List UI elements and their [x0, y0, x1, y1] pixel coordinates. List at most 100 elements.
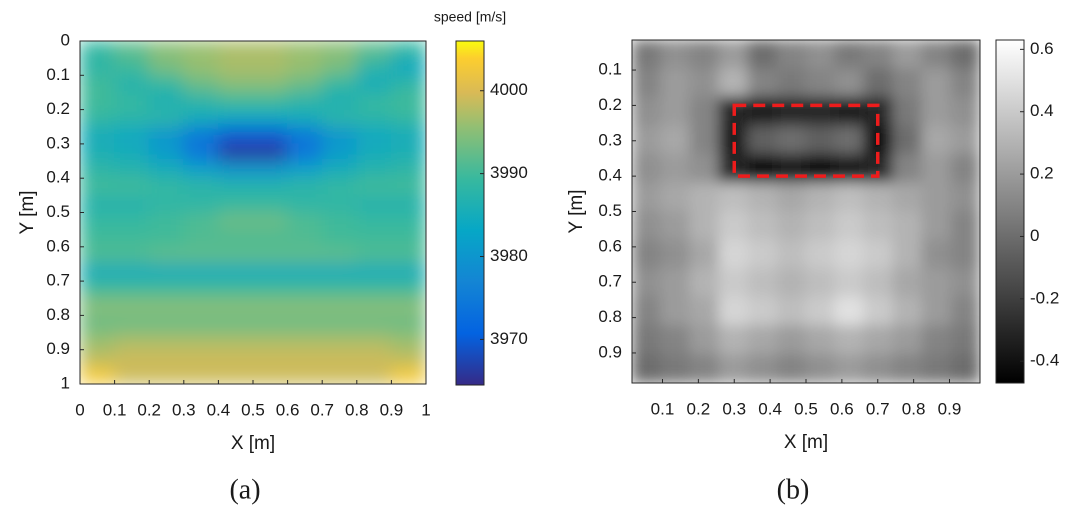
heatmap-cell: [148, 91, 185, 111]
heatmap-cell: [950, 353, 980, 383]
heatmap-cell: [776, 211, 807, 241]
heatmap-cell: [356, 57, 392, 76]
colorbar-tick-label: 0: [1030, 226, 1039, 245]
heatmap-cell: [148, 366, 185, 384]
heatmap-cell: [80, 143, 116, 162]
annotation-box: [732, 103, 880, 178]
heatmap-cell: [632, 211, 662, 241]
heatmap-cell: [252, 126, 289, 145]
heatmap-cell: [287, 246, 323, 265]
heatmap-cell: [632, 125, 662, 155]
heatmap-cell: [321, 194, 358, 213]
heatmap-cell: [80, 74, 116, 93]
heatmap-cell: [660, 153, 691, 184]
heatmap-cell: [689, 125, 720, 155]
heatmap-cell: [632, 153, 662, 184]
heatmap-cell: [321, 177, 358, 196]
heatmap-cell: [390, 41, 426, 59]
heatmap-cell: [805, 211, 836, 241]
heatmap-cell: [632, 96, 662, 127]
heatmap-cell: [747, 268, 778, 298]
heatmap-cell: [183, 366, 219, 384]
heatmap-cell: [892, 296, 923, 327]
heatmap-cell: [252, 109, 289, 128]
heatmap-cell: [805, 296, 836, 327]
heatmap-cell: [80, 126, 116, 145]
heatmap-cell: [921, 211, 952, 241]
heatmap-cell: [892, 153, 923, 184]
heatmap-cell: [114, 194, 150, 213]
heatmap-cell: [80, 246, 116, 265]
x-tick-label: 0.2: [137, 400, 161, 419]
heatmap-cell: [892, 211, 923, 241]
heatmap-cell: [321, 349, 358, 368]
heatmap-cell: [776, 325, 807, 355]
heatmap-cell: [148, 74, 185, 93]
heatmap-cell: [834, 325, 865, 355]
heatmap-cell: [80, 160, 116, 179]
heatmap-cell: [80, 332, 116, 351]
heatmap-cell: [863, 68, 894, 98]
heatmap-cell: [148, 194, 185, 213]
y-tick-label: 0.5: [46, 202, 70, 221]
heatmap-cell: [80, 314, 116, 334]
heatmap-cell: [805, 182, 836, 212]
heatmap-cell: [321, 229, 358, 248]
y-tick-label: 0.8: [598, 307, 622, 326]
y-tick-label: 0.2: [46, 99, 70, 118]
heatmap-cell: [718, 296, 749, 327]
heatmap-cell: [217, 91, 254, 111]
heatmap-cell: [921, 296, 952, 327]
heatmap-cell: [114, 212, 150, 231]
heatmap-cell: [287, 57, 323, 76]
heatmap-cell: [390, 109, 426, 128]
heatmap-cell: [217, 314, 254, 334]
heatmap-cell: [252, 41, 289, 59]
heatmap-cell: [356, 109, 392, 128]
heatmap-cell: [776, 239, 807, 270]
heatmap-cell: [390, 57, 426, 76]
heatmap-cell: [356, 177, 392, 196]
x-tick-label: 0.8: [345, 400, 369, 419]
heatmap-cell: [217, 160, 254, 179]
x-tick-label: 1: [421, 400, 430, 419]
heatmap-cell: [921, 239, 952, 270]
heatmap-cell: [148, 280, 185, 299]
heatmap-cell: [632, 325, 662, 355]
heatmap-cell: [252, 297, 289, 316]
heatmap-cell: [217, 109, 254, 128]
heatmap-cell: [114, 366, 150, 384]
heatmap-cell: [718, 40, 749, 70]
heatmap-cell: [287, 280, 323, 299]
heatmap-cell: [217, 263, 254, 282]
heatmap-cell: [321, 246, 358, 265]
heatmap-cell: [390, 297, 426, 316]
y-tick-label: 0.1: [46, 65, 70, 84]
heatmap-cell: [718, 325, 749, 355]
heatmap-cell: [921, 68, 952, 98]
heatmap-cell: [80, 212, 116, 231]
heatmap-cell: [252, 229, 289, 248]
heatmap-cell: [114, 74, 150, 93]
heatmap-cell: [863, 211, 894, 241]
heatmap-cell: [718, 353, 749, 383]
x-tick-label: 0.7: [310, 400, 334, 419]
heatmap-cell: [114, 229, 150, 248]
heatmap-cell: [183, 212, 219, 231]
heatmap-cell: [183, 160, 219, 179]
x-tick-label: 0.6: [830, 399, 854, 418]
heatmap-cell: [252, 212, 289, 231]
x-tick-label: 0.5: [241, 400, 265, 419]
heatmap-cell: [356, 229, 392, 248]
heatmap-cell: [252, 74, 289, 93]
colorbar-tick-label: 3990: [490, 163, 528, 182]
heatmap-cell: [321, 332, 358, 351]
heatmap-cell: [148, 332, 185, 351]
heatmap-cell: [834, 296, 865, 327]
y-tick-label: 0.8: [46, 305, 70, 324]
heatmap-cell: [148, 57, 185, 76]
heatmap-cell: [805, 239, 836, 270]
heatmap-cell: [390, 177, 426, 196]
heatmap-cell: [892, 125, 923, 155]
